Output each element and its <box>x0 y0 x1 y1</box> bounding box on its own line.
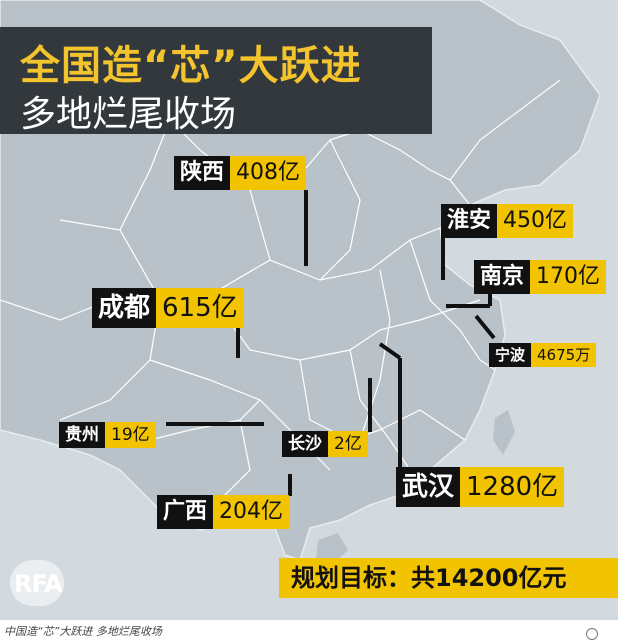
rfa-logo-text: RFA <box>14 570 63 598</box>
hainan-island <box>316 533 348 562</box>
label-guangxi: 广西 204亿 <box>157 495 290 529</box>
page-title: 全国造“芯”大跃进 <box>20 43 362 89</box>
label-city: 广西 <box>157 495 214 529</box>
label-city: 贵州 <box>59 422 105 448</box>
leader-lines <box>166 190 496 496</box>
image-caption: 中国造“芯”大跃进 多地烂尾收场 <box>4 625 162 638</box>
label-chengdu: 成都 615亿 <box>92 288 244 328</box>
rfa-logo: RFA <box>10 560 64 606</box>
label-shaanxi: 陕西 408亿 <box>174 156 307 190</box>
label-amount: 408亿 <box>230 156 307 190</box>
label-city: 陕西 <box>174 156 231 190</box>
label-amount: 450亿 <box>497 204 574 238</box>
label-amount: 4675万 <box>531 343 597 367</box>
label-guizhou: 贵州 19亿 <box>59 422 156 448</box>
label-wuhan: 武汉 1280亿 <box>396 467 565 507</box>
label-amount: 2亿 <box>328 431 368 457</box>
circle-icon <box>586 628 598 640</box>
label-amount: 615亿 <box>156 288 244 328</box>
plan-target-banner: 规划目标：共14200亿元 <box>279 558 618 598</box>
label-nanjing: 南京 170亿 <box>474 260 607 294</box>
title-panel: 全国造“芯”大跃进 多地烂尾收场 <box>0 27 432 135</box>
label-city: 宁波 <box>489 343 532 367</box>
label-huaian: 淮安 450亿 <box>441 204 574 238</box>
label-ningbo: 宁波 4675万 <box>489 343 597 367</box>
label-changsha: 长沙 2亿 <box>282 431 368 457</box>
label-city: 南京 <box>474 260 531 294</box>
label-city: 武汉 <box>396 467 461 507</box>
label-city: 淮安 <box>441 204 498 238</box>
label-amount: 1280亿 <box>460 467 565 507</box>
page-subtitle: 多地烂尾收场 <box>20 94 237 135</box>
label-city: 成都 <box>92 288 157 328</box>
label-amount: 170亿 <box>530 260 607 294</box>
label-city: 长沙 <box>282 431 328 457</box>
label-amount: 204亿 <box>213 495 290 529</box>
label-amount: 19亿 <box>105 422 156 448</box>
taiwan-island <box>493 410 515 455</box>
